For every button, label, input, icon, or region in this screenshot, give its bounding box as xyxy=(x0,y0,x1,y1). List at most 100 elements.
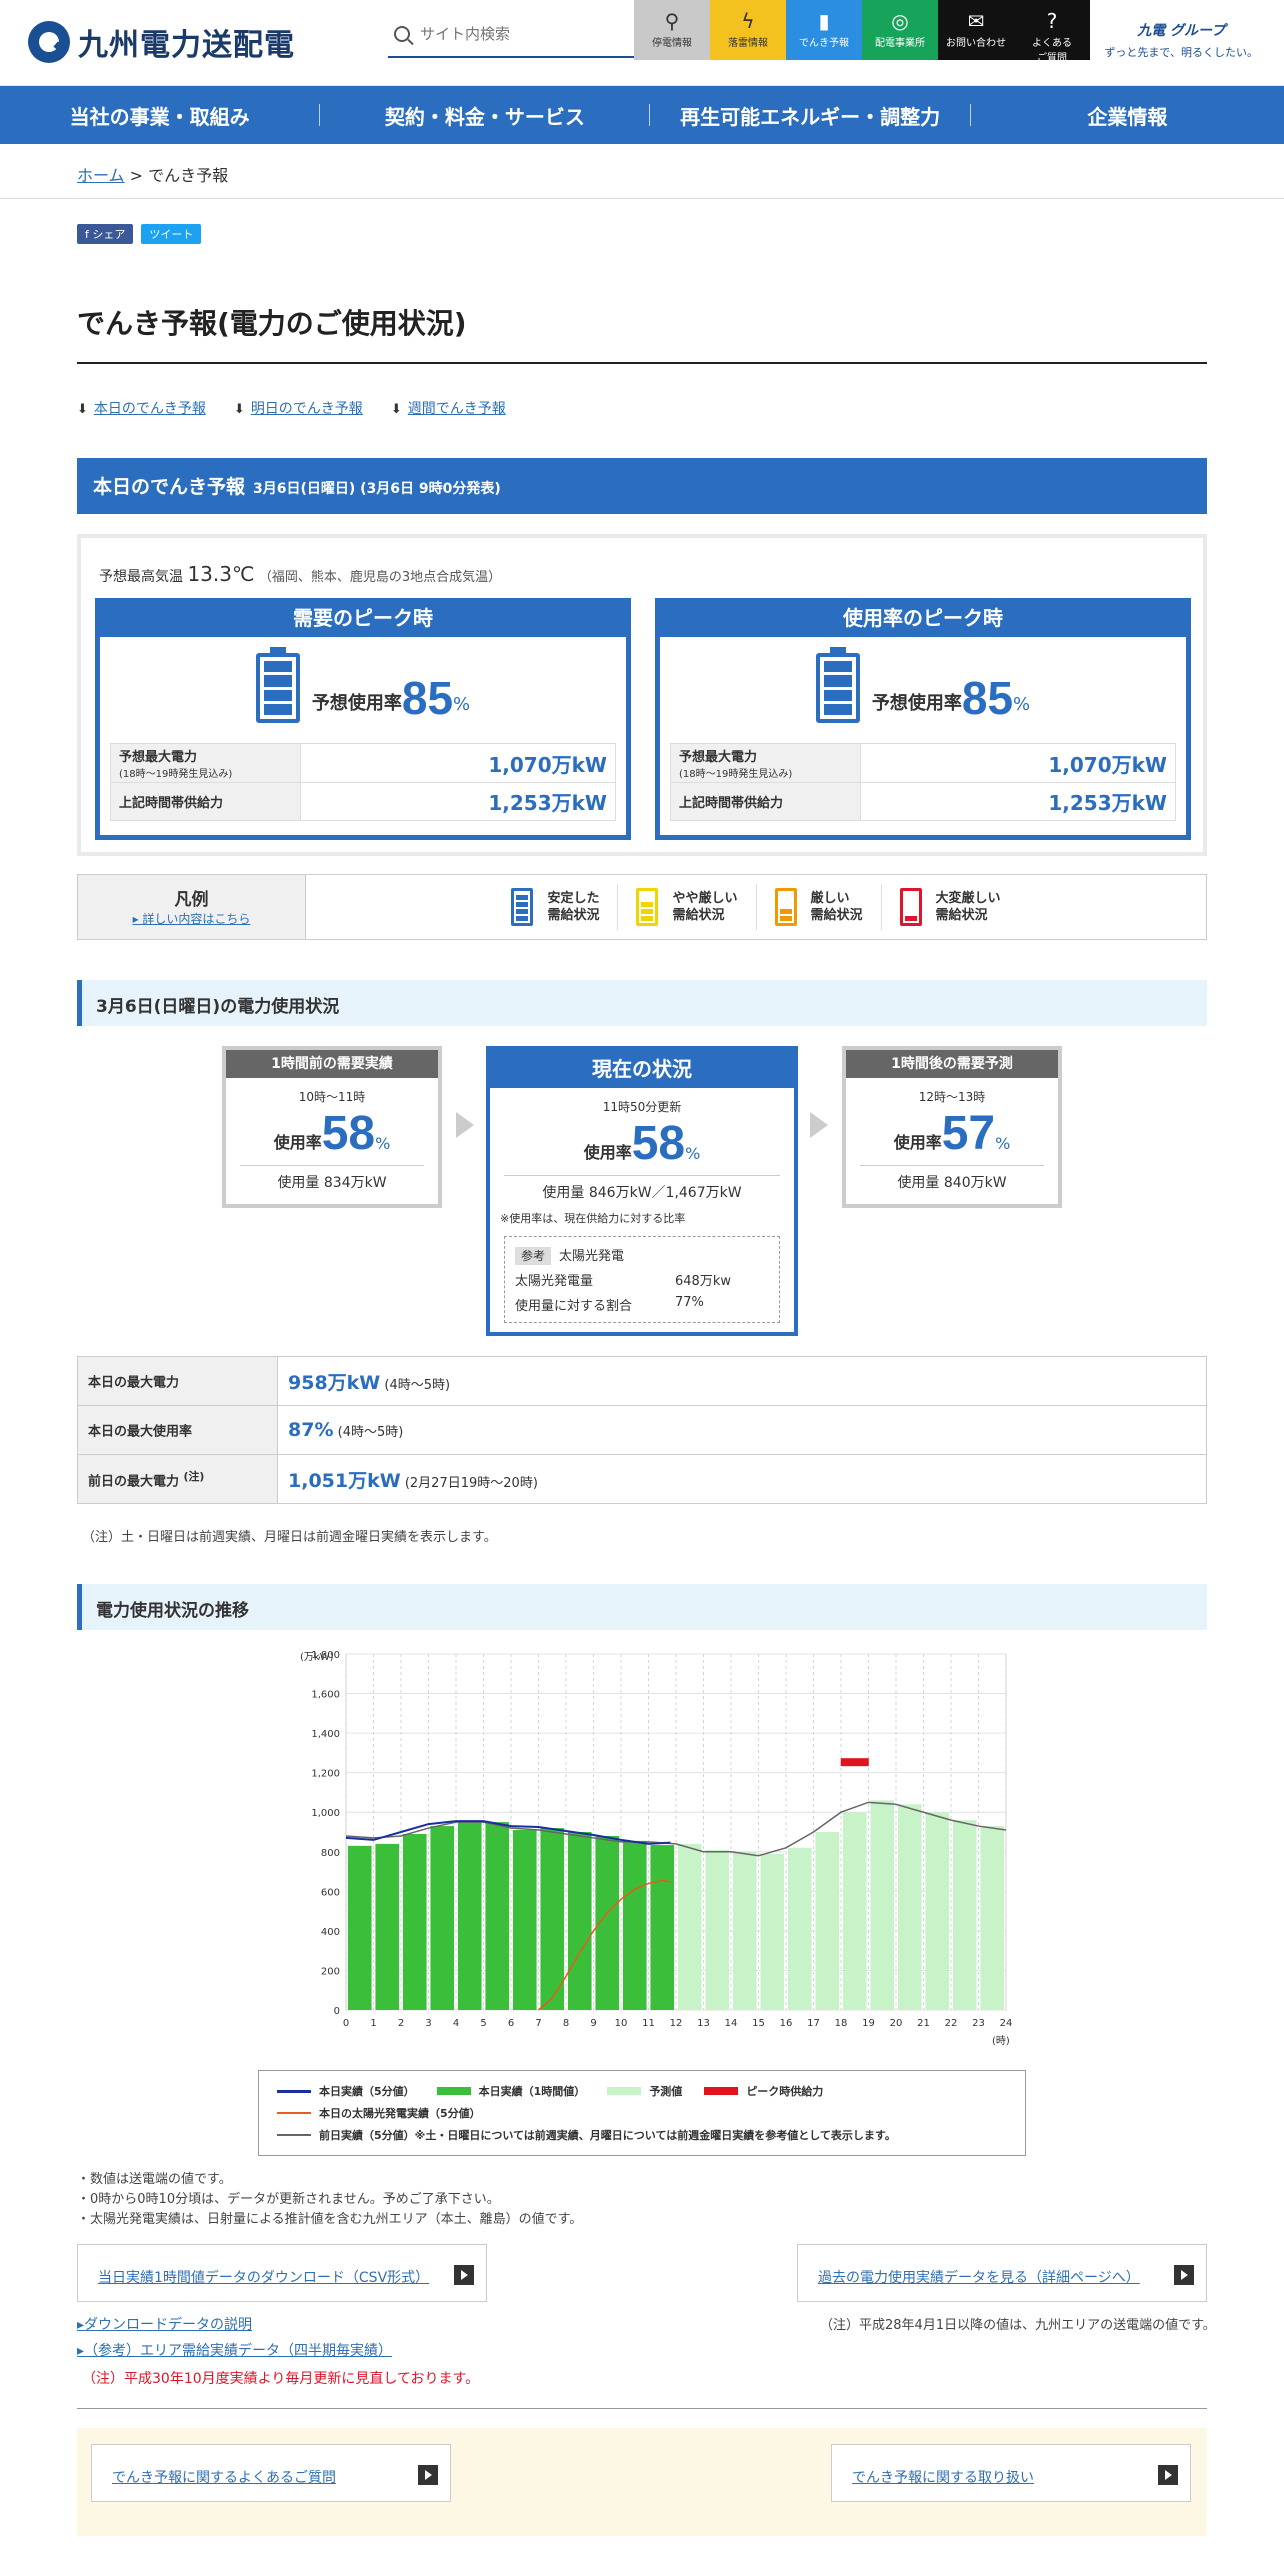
max-table-sub: (4時～5時) xyxy=(337,1425,404,1440)
site-logo[interactable]: 九州電力送配電 xyxy=(28,20,295,64)
faq-question-link[interactable]: でんき予報に関するよくあるご質問 xyxy=(112,2470,336,2486)
divider xyxy=(0,198,1284,199)
anchor-link[interactable]: 明日のでんき予報 xyxy=(234,398,363,418)
header-tile[interactable]: ▮ でんき予報 xyxy=(786,0,862,60)
today-forecast-date: 3月6日(日曜日) (3月6日 9時0分発表) xyxy=(253,481,501,497)
battery-icon xyxy=(815,647,860,723)
forecast-bar xyxy=(925,1812,950,2010)
max-temp-note: （福岡、熊本、鹿児島の3地点合成気温） xyxy=(258,570,502,585)
x-tick-label: 12 xyxy=(670,2018,683,2029)
past-data-link[interactable]: 過去の電力使用実績データを見る（詳細ページへ） xyxy=(818,2270,1140,2286)
current-rate-pct: % xyxy=(685,1144,701,1163)
nav-item[interactable]: 再生可能エネルギー・調整力 xyxy=(680,106,941,129)
header-tile[interactable]: ◎ 配電事業所 xyxy=(862,0,938,60)
supply-label: 上記時間帯供給力 xyxy=(670,782,861,821)
peak-rate-pct: % xyxy=(1013,694,1031,715)
y-tick-label: 1,200 xyxy=(311,1769,340,1780)
x-tick-label: 10 xyxy=(615,2018,628,2029)
peak-table: 予想最大電力 (18時〜19時発生見込み) 1,070万kW 上記時間帯供給力 1,2… xyxy=(670,743,1176,821)
max-table-row: 前日の最大電力 (注) 1,051万kW (2月27日19時～20時) xyxy=(77,1454,1207,1504)
twitter-share-button[interactable]: ツイート xyxy=(141,224,202,244)
arrow-right-icon xyxy=(456,1112,474,1138)
header-tile-label: 落雷情報 xyxy=(728,38,768,49)
header-tile[interactable]: ϟ 落雷情報 xyxy=(710,0,786,60)
max-temp: 予想最高気温 13.3℃ （福岡、熊本、鹿児島の3地点合成気温） xyxy=(99,562,501,586)
faq-handling-box[interactable]: でんき予報に関する取り扱い xyxy=(831,2444,1191,2502)
chart-legend-item: ピーク時供給力 xyxy=(704,2083,823,2099)
arrow-right-icon xyxy=(454,2265,474,2285)
breadcrumb-home[interactable]: ホーム xyxy=(77,166,125,185)
legend-swatch xyxy=(704,2087,739,2095)
faq-question-box[interactable]: でんき予報に関するよくあるご質問 xyxy=(91,2444,451,2502)
area-data-link[interactable]: （参考）エリア需給実績データ（四半期毎実績） xyxy=(77,2340,392,2360)
map-pin-icon: ◎ xyxy=(891,9,909,33)
peak-rate-pct: % xyxy=(453,694,471,715)
legend-detail-link[interactable]: ▸ 詳しい内容はこちら xyxy=(132,912,251,926)
x-tick-label: 24 xyxy=(1000,2018,1013,2029)
supply-value: 1,253万kW xyxy=(300,782,616,821)
anchor-link[interactable]: 週間でんき予報 xyxy=(391,398,506,418)
faq-handling-link[interactable]: でんき予報に関する取り扱い xyxy=(852,2470,1034,2486)
current-rate-label: 使用率 xyxy=(583,1143,632,1162)
x-tick-label: 20 xyxy=(890,2018,903,2029)
max-table-value: 87% xyxy=(288,1419,334,1441)
x-tick-label: 13 xyxy=(697,2018,710,2029)
max-temp-label: 予想最高気温 xyxy=(99,569,183,585)
nav-item[interactable]: 契約・料金・サービス xyxy=(384,106,585,129)
next-rate-pct: % xyxy=(995,1134,1011,1153)
header-tile-label: 停電情報 xyxy=(652,38,692,49)
actual-bar xyxy=(595,1835,620,2010)
next-rate-label: 使用率 xyxy=(893,1133,942,1152)
max-table-row: 本日の最大電力 958万kW (4時～5時) xyxy=(77,1356,1207,1406)
battery-icon xyxy=(774,888,797,926)
nav-item[interactable]: 当社の事業・取組み xyxy=(69,106,250,129)
solar-gen-label: 太陽光発電量 xyxy=(515,1274,594,1289)
anchor-links: 本日のでんき予報 明日のでんき予報 週間でんき予報 xyxy=(77,398,506,418)
solar-gen: 648万kw xyxy=(675,1274,731,1289)
legend-item-line1: 厳しい xyxy=(810,891,850,906)
forecast-bar xyxy=(842,1812,867,2010)
prev-rate: 58 xyxy=(321,1107,376,1160)
current-rate: 58 xyxy=(631,1117,686,1170)
logo-mark-icon xyxy=(28,21,70,63)
legend-detail-link-text: 詳しい内容はこちら xyxy=(142,912,251,926)
csv-download-box[interactable]: 当日実績1時間値データのダウンロード（CSV形式） xyxy=(77,2244,487,2302)
next-hour-box: 1時間後の需要予測 12時～13時 使用率 57% 使用量 840万kW xyxy=(842,1046,1062,1208)
max-power-value: 1,070万kW xyxy=(860,743,1176,783)
solar-tag: 参考 xyxy=(515,1247,552,1265)
today-forecast-title: 本日のでんき予報 xyxy=(93,476,246,498)
x-tick-label: 1 xyxy=(370,2018,376,2029)
max-table-sub: (4時～5時) xyxy=(384,1377,451,1393)
search-input[interactable] xyxy=(420,25,620,43)
breadcrumb: ホーム > でんき予報 xyxy=(77,162,228,186)
lightning-icon: ϟ xyxy=(741,9,755,33)
chart-legend-label: 本日実績（5分値） xyxy=(319,2085,415,2098)
red-note: （注）平成30年10月度実績より毎月更新に見直しております。 xyxy=(82,2371,480,2387)
chart-legend-row: 前日実績（5分値）※土・日曜日については前週実績、月曜日については前週金曜日実績… xyxy=(277,2127,1007,2143)
y-axis-label: (万kW) xyxy=(300,1652,334,1663)
arrow-right-icon xyxy=(1158,2465,1178,2485)
x-tick-label: 9 xyxy=(590,2018,596,2029)
x-tick-label: 5 xyxy=(480,2018,486,2029)
nav-item[interactable]: 企業情報 xyxy=(1087,106,1168,129)
anchor-link[interactable]: 本日のでんき予報 xyxy=(77,398,206,418)
facebook-share-button[interactable]: f シェア xyxy=(77,224,134,244)
download-explain-link[interactable]: ダウンロードデータの説明 xyxy=(77,2314,252,2334)
csv-download-link[interactable]: 当日実績1時間値データのダウンロード（CSV形式） xyxy=(98,2270,430,2286)
y-tick-label: 1,800 xyxy=(311,1650,340,1661)
breadcrumb-current: でんき予報 xyxy=(148,166,229,185)
actual-bar xyxy=(567,1832,592,2010)
past-data-box[interactable]: 過去の電力使用実績データを見る（詳細ページへ） xyxy=(797,2244,1207,2302)
peak-rate-label: 予想使用率 xyxy=(871,693,962,714)
chart-notes: ・数値は送電端の値です。 ・0時から0時10分頃は、データが更新されません。予めご… xyxy=(77,2170,582,2230)
header-tile[interactable]: ? よくある ご質問 xyxy=(1014,0,1090,64)
legend-item: 安定した 需給状況 xyxy=(493,884,617,930)
forecast-bar xyxy=(677,1843,702,2010)
peak-panel: 需要のピーク時 予想使用率 85% 予想最大電力 (18時〜19時発生見込み) 1,0… xyxy=(95,598,631,840)
header-tile[interactable]: ✉ お問い合わせ xyxy=(938,0,1014,60)
chart-legend-label: 本日実績（1時間値） xyxy=(478,2085,586,2098)
actual-bar xyxy=(347,1845,372,2010)
header-tile[interactable]: ⚲ 停電情報 xyxy=(634,0,710,60)
search-box[interactable] xyxy=(388,12,634,58)
group-logo[interactable]: 九電 グループ ずっと先まで、明るくしたい。 xyxy=(1104,20,1258,60)
